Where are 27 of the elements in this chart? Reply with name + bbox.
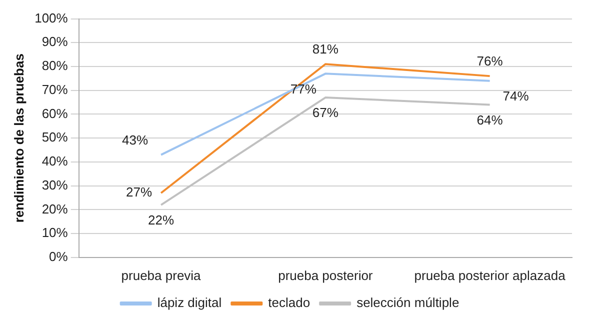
y-tick-label: 10% [42, 225, 68, 240]
legend-label: lápiz digital [157, 295, 222, 310]
y-tick-label: 90% [42, 34, 68, 50]
y-tick-label: 40% [42, 154, 68, 169]
data-label: 27% [126, 184, 152, 200]
y-tick-label: 20% [42, 201, 68, 216]
y-tick-label: 0% [49, 248, 68, 264]
data-label: 43% [122, 132, 148, 148]
data-label: 64% [476, 112, 504, 128]
y-tick-label: 80% [42, 58, 68, 74]
x-tick-label: prueba previa [121, 268, 202, 283]
y-tick-label: 50% [42, 130, 68, 145]
x-tick-label: prueba posterior aplazada [414, 268, 566, 283]
x-tick-label: prueba posterior [278, 268, 374, 283]
legend-label: teclado [268, 295, 310, 310]
y-tick-label: 70% [42, 82, 68, 97]
y-tick-label: 30% [42, 177, 68, 192]
data-label: 67% [312, 105, 339, 120]
y-tick-label: 100% [34, 10, 68, 26]
data-label: 22% [148, 212, 174, 228]
y-axis-title: rendimiento de las pruebas [11, 54, 26, 223]
y-tick-label: 60% [42, 106, 68, 121]
data-label: 74% [502, 88, 530, 104]
data-label: 81% [312, 42, 339, 57]
legend-label: selección múltiple [356, 295, 460, 310]
data-label: 77% [290, 81, 317, 96]
data-label: 76% [476, 54, 504, 69]
